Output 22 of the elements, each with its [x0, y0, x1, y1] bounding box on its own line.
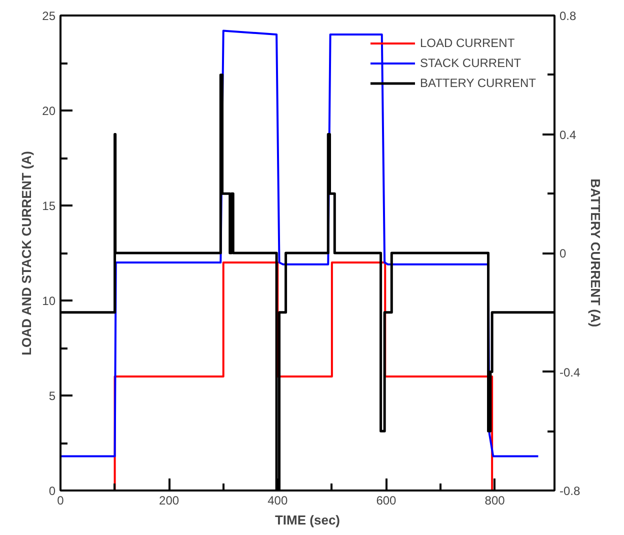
y-tick-label: 0 — [48, 484, 56, 498]
x-axis-title: TIME (sec) — [274, 512, 340, 528]
y2-tick-label: 0.8 — [560, 9, 577, 23]
x-tick-label: 600 — [376, 494, 397, 508]
y-axis-title: LOAD AND STACK CURRENT (A) — [19, 151, 34, 356]
y2-tick-label: -0.8 — [560, 484, 581, 498]
y-tick-label: 5 — [48, 389, 56, 403]
y-tick-label: 20 — [42, 104, 56, 118]
x-tick-label: 0 — [57, 494, 64, 508]
y2-tick-label: 0 — [560, 246, 566, 260]
x-tick-label: 400 — [268, 494, 288, 508]
y-tick-label: 10 — [42, 294, 56, 308]
x-tick-label: 200 — [159, 494, 180, 508]
legend-label: LOAD CURRENT — [420, 36, 515, 50]
y2-tick-label: 0.4 — [560, 128, 577, 142]
y2-axis-title: BATTERY CURRENT (A) — [588, 178, 604, 328]
y-tick-label: 15 — [42, 199, 56, 213]
y-tick-label: 25 — [42, 9, 56, 23]
x-tick-label: 800 — [484, 494, 506, 508]
legend-label: STACK CURRENT — [420, 56, 522, 70]
legend-label: BATTERY CURRENT — [420, 76, 536, 90]
y2-tick-label: -0.4 — [560, 365, 581, 380]
